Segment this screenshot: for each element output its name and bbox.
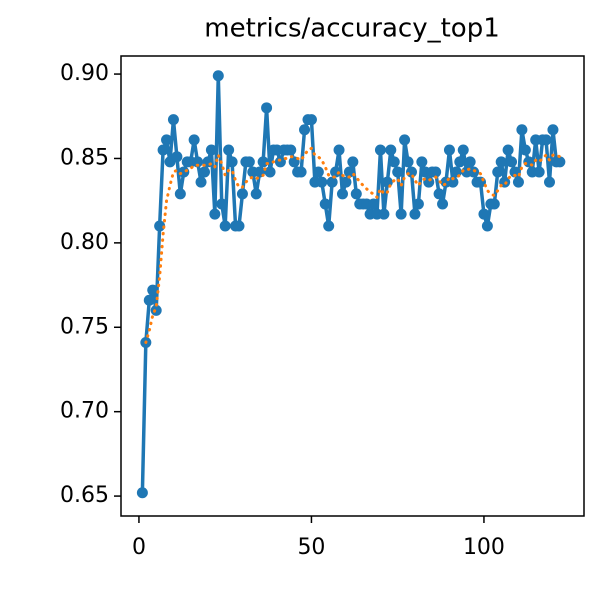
data-point bbox=[316, 176, 328, 188]
x-tick-label: 50 bbox=[297, 535, 325, 560]
data-point bbox=[478, 208, 490, 220]
data-point bbox=[205, 144, 217, 156]
data-point bbox=[326, 176, 338, 188]
data-point bbox=[468, 166, 480, 178]
data-point bbox=[285, 144, 297, 156]
data-point bbox=[368, 198, 380, 210]
data-point bbox=[392, 166, 404, 178]
data-point bbox=[154, 220, 166, 232]
data-point bbox=[333, 144, 345, 156]
data-point bbox=[340, 176, 352, 188]
data-point bbox=[350, 188, 362, 200]
plot-frame bbox=[120, 55, 585, 517]
data-point bbox=[502, 144, 514, 156]
data-point bbox=[216, 198, 228, 210]
data-point bbox=[492, 166, 504, 178]
data-point bbox=[157, 144, 169, 156]
data-point bbox=[143, 294, 155, 306]
x-tick-label: 0 bbox=[132, 535, 146, 560]
data-point bbox=[495, 156, 507, 168]
y-tick-label: 0.70 bbox=[60, 399, 109, 424]
data-point bbox=[219, 220, 231, 232]
chart-title: metrics/accuracy_top1 bbox=[204, 14, 499, 44]
data-point bbox=[412, 198, 424, 210]
data-point bbox=[250, 188, 262, 200]
data-point bbox=[323, 220, 335, 232]
data-point bbox=[443, 144, 455, 156]
data-point bbox=[547, 124, 559, 136]
data-point bbox=[512, 176, 524, 188]
data-point bbox=[150, 304, 162, 316]
data-point bbox=[212, 70, 224, 82]
data-point bbox=[198, 166, 210, 178]
data-point bbox=[161, 134, 173, 146]
data-point bbox=[188, 134, 200, 146]
data-point bbox=[399, 134, 411, 146]
x-tick-label: 100 bbox=[463, 535, 505, 560]
data-point bbox=[195, 176, 207, 188]
data-point bbox=[395, 208, 407, 220]
data-point bbox=[147, 284, 159, 296]
data-point bbox=[437, 198, 449, 210]
data-point bbox=[330, 166, 342, 178]
data-point bbox=[261, 102, 273, 114]
data-point bbox=[481, 220, 493, 232]
y-tick-label: 0.80 bbox=[60, 230, 109, 255]
data-point bbox=[506, 156, 518, 168]
y-tick-label: 0.65 bbox=[60, 483, 109, 508]
data-point bbox=[264, 166, 276, 178]
data-point bbox=[171, 151, 183, 163]
data-point bbox=[274, 156, 286, 168]
series-line bbox=[144, 146, 562, 344]
data-point bbox=[209, 208, 221, 220]
y-tick-label: 0.90 bbox=[60, 61, 109, 86]
data-point bbox=[223, 144, 235, 156]
data-point bbox=[167, 114, 179, 126]
y-tick-label: 0.85 bbox=[60, 145, 109, 170]
y-tick-label: 0.75 bbox=[60, 314, 109, 339]
data-point bbox=[533, 166, 545, 178]
data-point bbox=[516, 124, 528, 136]
data-point bbox=[226, 156, 238, 168]
data-point bbox=[402, 156, 414, 168]
data-point bbox=[174, 188, 186, 200]
data-point bbox=[343, 166, 355, 178]
data-point bbox=[295, 166, 307, 178]
data-point bbox=[464, 156, 476, 168]
data-point bbox=[430, 166, 442, 178]
data-point bbox=[409, 208, 421, 220]
data-point bbox=[385, 144, 397, 156]
data-point bbox=[519, 144, 531, 156]
data-point bbox=[543, 176, 555, 188]
data-point bbox=[336, 188, 348, 200]
data-point bbox=[233, 220, 245, 232]
data-point bbox=[243, 156, 255, 168]
data-point bbox=[374, 144, 386, 156]
data-point bbox=[178, 166, 190, 178]
data-point bbox=[457, 144, 469, 156]
data-point bbox=[416, 156, 428, 168]
data-point bbox=[257, 156, 269, 168]
data-point bbox=[447, 176, 459, 188]
data-point bbox=[312, 166, 324, 178]
data-point bbox=[319, 198, 331, 210]
data-point bbox=[347, 156, 359, 168]
data-point bbox=[236, 188, 248, 200]
data-point bbox=[388, 156, 400, 168]
data-point bbox=[299, 124, 311, 136]
data-point bbox=[192, 156, 204, 168]
data-point bbox=[540, 134, 552, 146]
data-point bbox=[136, 487, 148, 499]
data-point bbox=[554, 156, 566, 168]
data-point bbox=[305, 114, 317, 126]
data-point bbox=[433, 188, 445, 200]
data-point bbox=[378, 208, 390, 220]
data-point bbox=[488, 198, 500, 210]
data-point bbox=[454, 156, 466, 168]
